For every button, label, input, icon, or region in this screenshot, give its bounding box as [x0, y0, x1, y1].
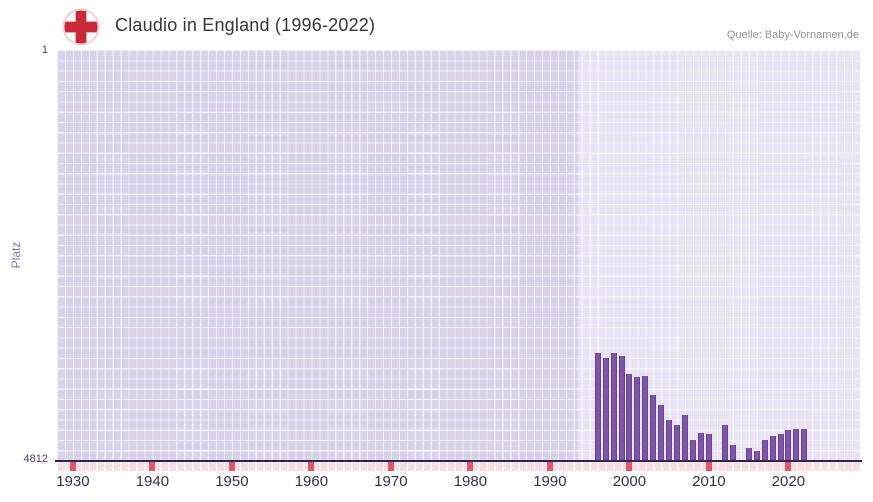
page-title: Claudio in England (1996-2022): [115, 15, 376, 35]
x-tick-label-2000: 2000: [612, 473, 647, 490]
bar-2006: [674, 425, 681, 460]
grid-lines: [57, 50, 860, 460]
x-axis-tick-labels: 1930 1940 1950 1960 1970 1980 1990 2000 2010 2020: [56, 473, 860, 493]
bar-2020: [785, 430, 792, 460]
bar-2000: [626, 373, 633, 460]
decade-tick-1950: [228, 462, 235, 471]
y-axis-label-top: 1: [41, 44, 48, 56]
bar-2018: [769, 436, 776, 460]
year-tick-strip: [57, 462, 860, 471]
source-attribution: Quelle: Baby-Vornamen.de: [726, 29, 859, 41]
x-axis-line: [55, 460, 862, 462]
bar-1998: [610, 352, 617, 460]
y-axis-title: Platz: [9, 241, 23, 269]
plot-area: [57, 50, 860, 460]
x-tick-label-1970: 1970: [374, 473, 408, 490]
bar-2003: [650, 395, 657, 460]
bar-2012: [721, 424, 728, 460]
x-tick-label-1960: 1960: [294, 473, 329, 490]
decade-tick-1940: [149, 462, 156, 471]
x-tick-label-1990: 1990: [533, 473, 567, 490]
x-tick-label-1930: 1930: [56, 473, 90, 490]
bar-2002: [642, 376, 649, 460]
bar-2015: [745, 447, 752, 460]
decade-tick-1970: [387, 462, 394, 471]
bar-1997: [602, 357, 609, 460]
decade-tick-1990: [546, 462, 553, 471]
bar-2007: [682, 415, 689, 460]
decade-tick-2000: [626, 462, 633, 471]
bar-1999: [618, 355, 625, 460]
bar-2017: [761, 440, 768, 460]
bar-2022: [801, 429, 808, 460]
bar-series: [57, 50, 860, 460]
bar-2013: [729, 445, 736, 460]
bar-2016: [753, 450, 760, 460]
decade-tick-1930: [69, 462, 76, 471]
decade-tick-2010: [705, 462, 712, 471]
bar-2004: [658, 405, 665, 460]
x-tick-label-2020: 2020: [771, 473, 806, 490]
bar-2019: [777, 433, 784, 460]
decade-tick-2020: [785, 462, 792, 471]
x-tick-label-2010: 2010: [692, 473, 726, 490]
bar-1996: [594, 353, 601, 460]
bar-2005: [666, 419, 673, 460]
england-flag-icon: [62, 8, 100, 46]
x-tick-label-1980: 1980: [453, 473, 488, 490]
x-tick-label-1940: 1940: [135, 473, 170, 490]
bar-2008: [690, 440, 696, 460]
bar-2001: [634, 376, 641, 460]
x-tick-label-1950: 1950: [215, 473, 249, 490]
bar-2010: [705, 433, 712, 460]
decade-tick-1980: [467, 462, 474, 471]
bar-2021: [793, 428, 800, 460]
decade-tick-1960: [308, 462, 315, 471]
y-axis-label-bottom: 4812: [23, 453, 48, 465]
bar-2009: [698, 433, 704, 460]
